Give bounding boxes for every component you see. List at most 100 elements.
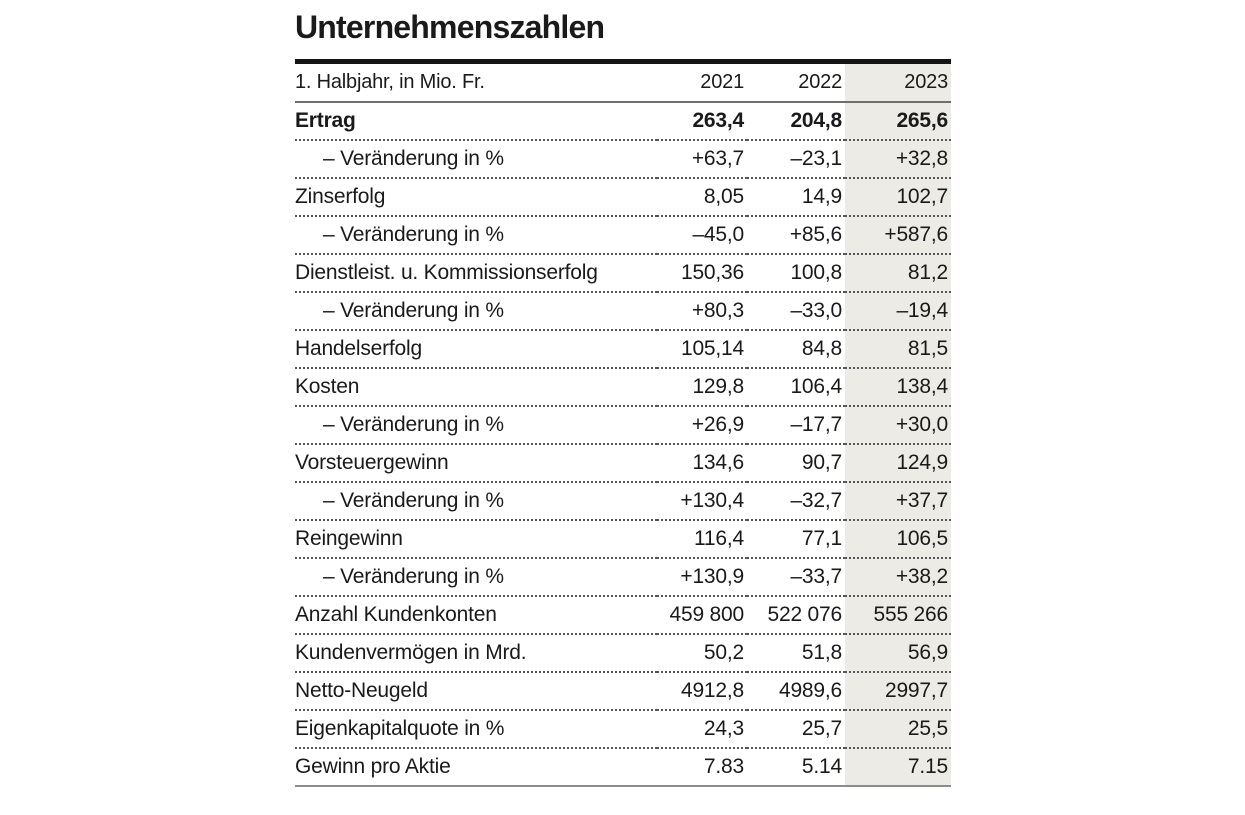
cell-value-2023: –19,4 [845,292,951,331]
cell-value-2023: 25,5 [845,710,951,749]
cell-value-2023: +38,2 [845,558,951,597]
cell-value-2023: 265,6 [845,102,951,141]
cell-value-2022: –33,7 [747,558,845,597]
cell-value-2023: +30,0 [845,406,951,445]
table-row: Ertrag 263,4 204,8 265,6 [295,102,951,141]
table-row: – Veränderung in % +80,3 –33,0 –19,4 [295,292,951,331]
table-row: Zinserfolg 8,05 14,9 102,7 [295,178,951,217]
cell-value-2021: –45,0 [657,216,747,255]
cell-value-2021: 7.83 [657,748,747,787]
row-label: Reingewinn [295,520,657,559]
column-header-2022: 2022 [747,59,845,103]
cell-value-2022: 100,8 [747,254,845,293]
row-label: Netto-Neugeld [295,672,657,711]
table-row: Kundenvermögen in Mrd. 50,2 51,8 56,9 [295,634,951,673]
company-figures-panel: Unternehmenszahlen 1. Halbjahr, in Mio. … [295,8,951,787]
cell-value-2021: +130,9 [657,558,747,597]
cell-value-2022: 4989,6 [747,672,845,711]
table-row: Eigenkapitalquote in % 24,3 25,7 25,5 [295,710,951,749]
table-row: Vorsteuergewinn 134,6 90,7 124,9 [295,444,951,483]
table-header-row: 1. Halbjahr, in Mio. Fr. 2021 2022 2023 [295,59,951,103]
cell-value-2022: 522 076 [747,596,845,635]
cell-value-2023: 102,7 [845,178,951,217]
cell-value-2023: 124,9 [845,444,951,483]
cell-value-2022: –33,0 [747,292,845,331]
cell-value-2023: 56,9 [845,634,951,673]
row-label: Eigenkapitalquote in % [295,710,657,749]
cell-value-2022: 84,8 [747,330,845,369]
cell-value-2022: 5.14 [747,748,845,787]
cell-value-2021: 50,2 [657,634,747,673]
row-label: – Veränderung in % [295,482,657,521]
cell-value-2021: 116,4 [657,520,747,559]
column-header-2021: 2021 [657,59,747,103]
cell-value-2021: 4912,8 [657,672,747,711]
page-title: Unternehmenszahlen [295,9,605,45]
row-label: Kundenvermögen in Mrd. [295,634,657,673]
row-label: Kosten [295,368,657,407]
cell-value-2022: –23,1 [747,140,845,179]
cell-value-2021: +80,3 [657,292,747,331]
cell-value-2022: 106,4 [747,368,845,407]
table-row: Anzahl Kundenkonten 459 800 522 076 555 266 [295,596,951,635]
cell-value-2022: 77,1 [747,520,845,559]
table-row: – Veränderung in % –45,0 +85,6 +587,6 [295,216,951,255]
table-row: Netto-Neugeld 4912,8 4989,6 2997,7 [295,672,951,711]
row-label: Vorsteuergewinn [295,444,657,483]
table-row: – Veränderung in % +26,9 –17,7 +30,0 [295,406,951,445]
row-label: Anzahl Kundenkonten [295,596,657,635]
table-row: Kosten 129,8 106,4 138,4 [295,368,951,407]
cell-value-2021: 24,3 [657,710,747,749]
cell-value-2023: 81,5 [845,330,951,369]
cell-value-2021: 150,36 [657,254,747,293]
row-label: – Veränderung in % [295,216,657,255]
cell-value-2023: +587,6 [845,216,951,255]
cell-value-2023: 7.15 [845,748,951,787]
cell-value-2022: 25,7 [747,710,845,749]
cell-value-2021: 129,8 [657,368,747,407]
row-label: – Veränderung in % [295,406,657,445]
cell-value-2021: +26,9 [657,406,747,445]
cell-value-2023: 81,2 [845,254,951,293]
cell-value-2021: 134,6 [657,444,747,483]
row-label: Dienstleist. u. Kommissionserfolg [295,254,657,293]
company-figures-table: 1. Halbjahr, in Mio. Fr. 2021 2022 2023 … [295,59,951,787]
table-body: Ertrag 263,4 204,8 265,6– Veränderung in % +… [295,102,951,787]
table-row: – Veränderung in % +130,4 –32,7 +37,7 [295,482,951,521]
row-label: – Veränderung in % [295,558,657,597]
cell-value-2022: –17,7 [747,406,845,445]
row-label: – Veränderung in % [295,140,657,179]
cell-value-2023: 2997,7 [845,672,951,711]
table-row: Gewinn pro Aktie 7.83 5.14 7.15 [295,748,951,787]
row-label: Handelserfolg [295,330,657,369]
row-label: – Veränderung in % [295,292,657,331]
cell-value-2023: 555 266 [845,596,951,635]
cell-value-2022: –32,7 [747,482,845,521]
row-label: Gewinn pro Aktie [295,748,657,787]
cell-value-2021: 8,05 [657,178,747,217]
cell-value-2022: +85,6 [747,216,845,255]
table-row: – Veränderung in % +63,7 –23,1 +32,8 [295,140,951,179]
table-row: Handelserfolg 105,14 84,8 81,5 [295,330,951,369]
table-row: Dienstleist. u. Kommissionserfolg 150,36 1… [295,254,951,293]
cell-value-2023: 138,4 [845,368,951,407]
cell-value-2021: +130,4 [657,482,747,521]
cell-value-2022: 14,9 [747,178,845,217]
cell-value-2021: 459 800 [657,596,747,635]
row-label: Zinserfolg [295,178,657,217]
cell-value-2021: 105,14 [657,330,747,369]
cell-value-2023: 106,5 [845,520,951,559]
cell-value-2023: +32,8 [845,140,951,179]
column-header-2023: 2023 [845,59,951,103]
cell-value-2022: 51,8 [747,634,845,673]
cell-value-2021: 263,4 [657,102,747,141]
column-header-unit: 1. Halbjahr, in Mio. Fr. [295,59,657,103]
cell-value-2022: 204,8 [747,102,845,141]
table-row: – Veränderung in % +130,9 –33,7 +38,2 [295,558,951,597]
row-label: Ertrag [295,102,657,141]
cell-value-2022: 90,7 [747,444,845,483]
table-row: Reingewinn 116,4 77,1 106,5 [295,520,951,559]
cell-value-2021: +63,7 [657,140,747,179]
cell-value-2023: +37,7 [845,482,951,521]
